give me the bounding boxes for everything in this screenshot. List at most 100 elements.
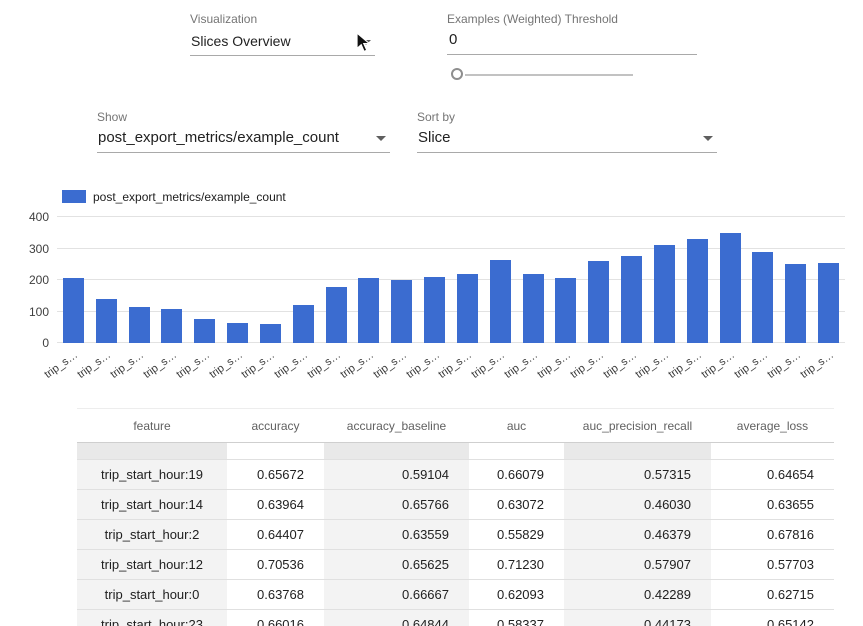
metric-cell: 0.46379 <box>564 519 711 550</box>
table-row[interactable]: trip_start_hour:23 0.66016 0.64844 0.58337 0… <box>77 609 834 626</box>
slider-track <box>465 74 633 76</box>
metric-cell: 0.66079 <box>469 459 564 490</box>
metric-cell: 0.70536 <box>227 549 324 580</box>
filter-cell <box>469 442 564 460</box>
chevron-down-icon <box>376 136 386 141</box>
filter-cell <box>324 442 469 460</box>
threshold-slider[interactable] <box>449 67 633 83</box>
metric-cell: 0.65142 <box>711 609 834 626</box>
column-header-auc_precision_recall[interactable]: auc_precision_recall <box>564 408 711 443</box>
gridline <box>57 216 845 217</box>
metric-cell: 0.55829 <box>469 519 564 550</box>
column-header-accuracy_baseline[interactable]: accuracy_baseline <box>324 408 469 443</box>
y-tick-label: 100 <box>28 304 49 319</box>
bar[interactable] <box>522 273 544 343</box>
threshold-label: Examples (Weighted) Threshold <box>447 12 618 26</box>
table-row[interactable]: trip_start_hour:14 0.63964 0.65766 0.63072 0… <box>77 489 834 520</box>
metric-cell: 0.63964 <box>227 489 324 520</box>
mouse-cursor <box>356 32 372 53</box>
show-select[interactable]: post_export_metrics/example_count <box>97 124 390 153</box>
bar[interactable] <box>719 232 741 343</box>
bar[interactable] <box>227 322 249 343</box>
gridline <box>57 279 845 280</box>
visualization-label: Visualization <box>190 12 258 26</box>
feature-cell: trip_start_hour:12 <box>77 549 227 580</box>
metric-cell: 0.44173 <box>564 609 711 626</box>
bar[interactable] <box>161 308 183 343</box>
bar[interactable] <box>555 277 577 343</box>
metric-cell: 0.62093 <box>469 579 564 610</box>
metric-cell: 0.59104 <box>324 459 469 490</box>
metric-cell: 0.62715 <box>711 579 834 610</box>
filter-cell <box>77 442 227 460</box>
table-header: feature accuracy accuracy_baseline auc auc_p… <box>77 408 834 443</box>
feature-cell: trip_start_hour:23 <box>77 609 227 626</box>
metric-cell: 0.67816 <box>711 519 834 550</box>
metric-cell: 0.58337 <box>469 609 564 626</box>
gridline <box>57 310 845 312</box>
bar[interactable] <box>653 245 675 343</box>
bar[interactable] <box>785 263 807 343</box>
bar[interactable] <box>621 256 643 343</box>
bar[interactable] <box>752 251 774 343</box>
column-header-feature[interactable]: feature <box>77 408 227 443</box>
metric-cell: 0.63655 <box>711 489 834 520</box>
bar[interactable] <box>358 278 380 343</box>
metric-cell: 0.65625 <box>324 549 469 580</box>
y-tick-label: 300 <box>28 241 49 256</box>
sort-by-value: Slice <box>418 129 451 146</box>
sort-by-select[interactable]: Slice <box>417 124 717 153</box>
bar-plot: 0 100 200 300 400 trip_s… trip_s… trip_s… trip_s… <box>29 210 845 381</box>
metric-cell: 0.66016 <box>227 609 324 626</box>
show-label: Show <box>97 110 128 124</box>
metric-cell: 0.64844 <box>324 609 469 626</box>
metric-cell: 0.42289 <box>564 579 711 610</box>
bar[interactable] <box>95 298 117 343</box>
column-header-accuracy[interactable]: accuracy <box>227 408 324 443</box>
visualization-value: Slices Overview <box>191 33 291 49</box>
metric-cell: 0.57703 <box>711 549 834 580</box>
table-row[interactable]: trip_start_hour:12 0.70536 0.65625 0.71230 0… <box>77 549 834 580</box>
bar[interactable] <box>588 261 610 343</box>
column-header-average_loss[interactable]: average_loss <box>711 408 834 443</box>
table-row[interactable]: trip_start_hour:19 0.65672 0.59104 0.66079 0… <box>77 459 834 490</box>
gridline <box>57 342 845 343</box>
bar[interactable] <box>489 259 511 343</box>
bar[interactable] <box>686 239 708 343</box>
bar[interactable] <box>194 319 216 343</box>
metrics-table: feature accuracy accuracy_baseline auc auc_p… <box>77 408 834 626</box>
filter-cell <box>564 442 711 460</box>
metric-cell: 0.57315 <box>564 459 711 490</box>
feature-cell: trip_start_hour:19 <box>77 459 227 490</box>
bar[interactable] <box>292 305 314 343</box>
bar[interactable] <box>818 262 840 343</box>
bar[interactable] <box>259 324 281 343</box>
legend-label: post_export_metrics/example_count <box>93 190 286 204</box>
filter-row <box>77 442 834 460</box>
table-row[interactable]: trip_start_hour:0 0.63768 0.66667 0.62093 0.… <box>77 579 834 610</box>
threshold-input[interactable] <box>447 27 697 55</box>
filter-cell <box>711 442 834 460</box>
y-tick-label: 400 <box>28 210 49 224</box>
slider-thumb[interactable] <box>451 68 463 80</box>
sort-by-label: Sort by <box>417 110 456 124</box>
metric-cell: 0.66667 <box>324 579 469 610</box>
visualization-select[interactable]: Slices Overview <box>190 28 375 56</box>
y-tick-label: 200 <box>28 273 49 287</box>
bar[interactable] <box>391 280 413 343</box>
chevron-down-icon <box>703 136 713 141</box>
bar[interactable] <box>424 276 446 343</box>
bar[interactable] <box>62 278 84 343</box>
bar[interactable] <box>456 273 478 343</box>
chart-legend: post_export_metrics/example_count <box>62 190 286 204</box>
bar[interactable] <box>325 286 347 343</box>
metric-cell: 0.63768 <box>227 579 324 610</box>
bar[interactable] <box>128 307 150 343</box>
metric-cell: 0.57907 <box>564 549 711 580</box>
metric-cell: 0.64407 <box>227 519 324 550</box>
legend-swatch <box>62 190 86 203</box>
feature-cell: trip_start_hour:0 <box>77 579 227 610</box>
table-row[interactable]: trip_start_hour:2 0.64407 0.63559 0.55829 0.… <box>77 519 834 550</box>
column-header-auc[interactable]: auc <box>469 408 564 443</box>
